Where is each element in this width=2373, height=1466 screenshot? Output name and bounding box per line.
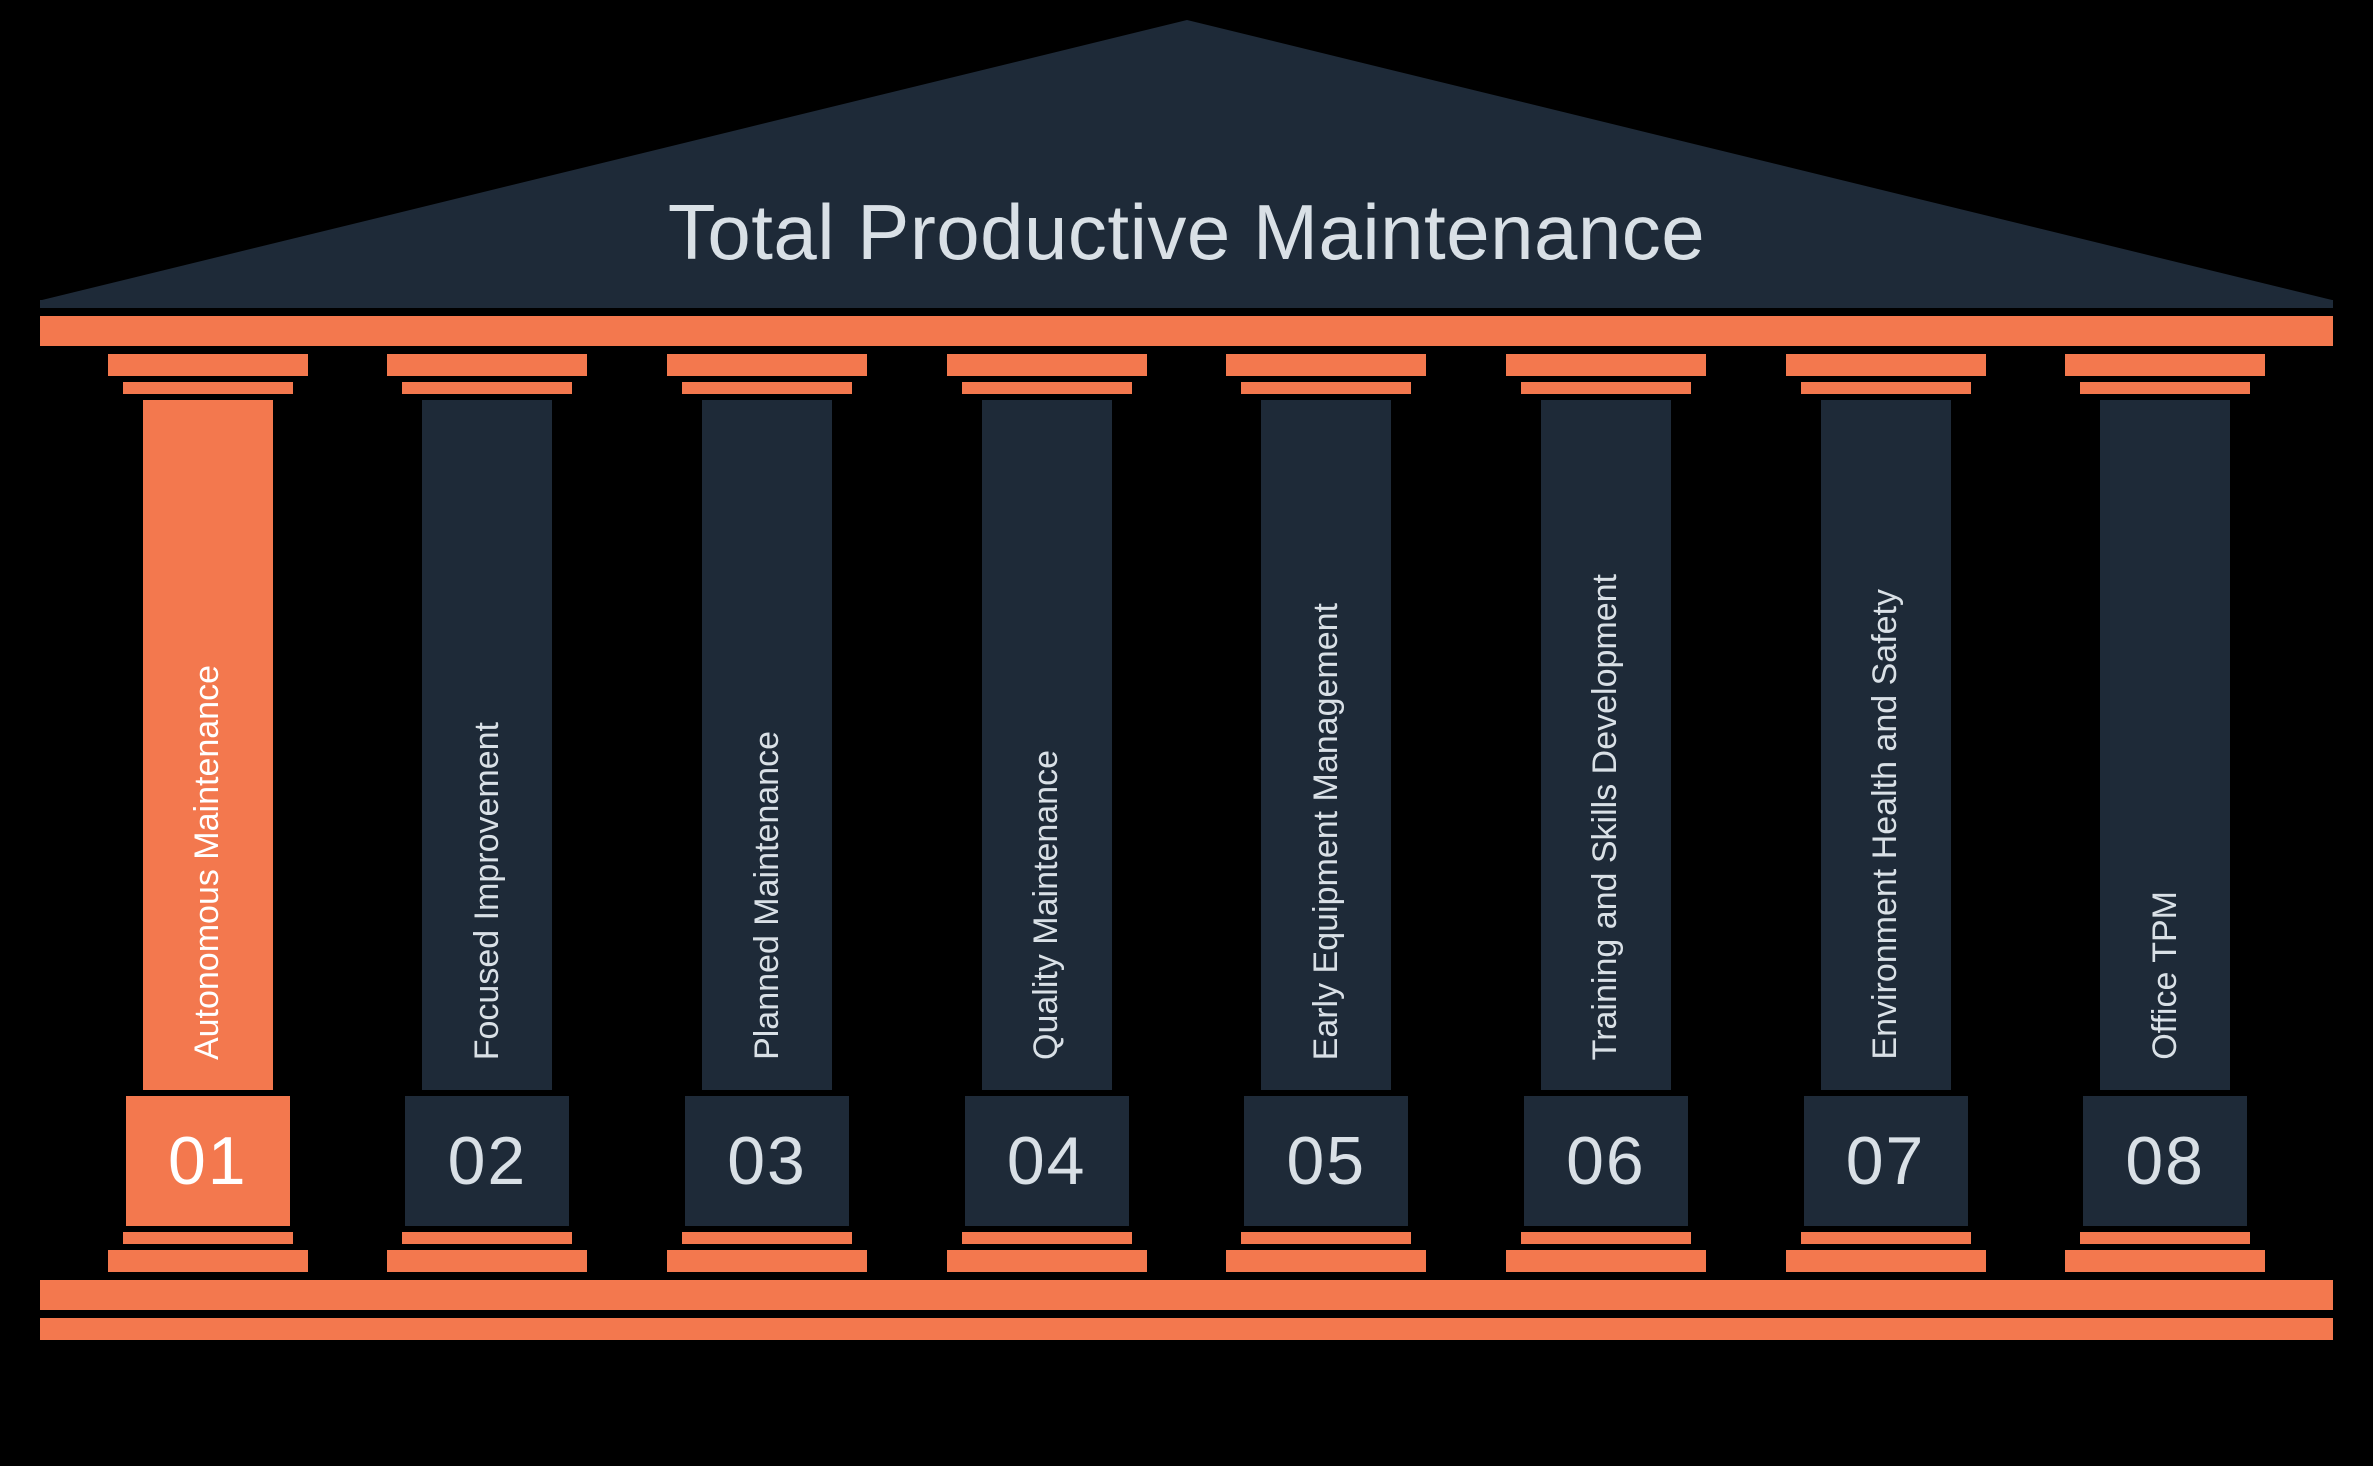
beam-accent-bottom <box>40 1280 2333 1310</box>
pillar-2: Focused Improvement 02 <box>348 354 628 1272</box>
pillar-base-step <box>962 1232 1132 1244</box>
pillar-label: Planned Maintenance <box>748 701 787 1090</box>
pillar-base-step <box>402 1232 572 1244</box>
beam-gap <box>40 1310 2333 1318</box>
beam-accent-bottom-2 <box>40 1318 2333 1340</box>
pillar-cap-step <box>682 382 852 394</box>
pillar-cap <box>1786 354 1986 376</box>
pillar-3: Planned Maintenance 03 <box>627 354 907 1272</box>
pillar-base <box>947 1250 1147 1272</box>
pillar-label: Quality Maintenance <box>1027 720 1066 1090</box>
pillar-label: Focused Improvement <box>468 692 507 1090</box>
pillar-shaft: Early Equipment Management <box>1261 400 1391 1090</box>
page-title: Total Productive Maintenance <box>40 187 2333 278</box>
pillar-number: 04 <box>965 1096 1129 1226</box>
pillar-number: 05 <box>1244 1096 1408 1226</box>
pillar-shaft: Planned Maintenance <box>702 400 832 1090</box>
pillar-cap <box>108 354 308 376</box>
beam-gap <box>40 308 2333 316</box>
pillar-cap-step <box>123 382 293 394</box>
pillar-base <box>667 1250 867 1272</box>
pillar-shaft: Quality Maintenance <box>982 400 1112 1090</box>
pillar-label: Environment Health and Safety <box>1866 559 1905 1090</box>
pillar-base <box>1226 1250 1426 1272</box>
pillar-cap <box>1226 354 1426 376</box>
pillar-number: 07 <box>1804 1096 1968 1226</box>
pillar-base-step <box>123 1232 293 1244</box>
beam-accent-top <box>40 316 2333 346</box>
pillar-label: Autonomous Maintenance <box>188 635 227 1090</box>
pillar-cap-step <box>1801 382 1971 394</box>
pillar-shaft: Autonomous Maintenance <box>143 400 273 1090</box>
pillar-number: 02 <box>405 1096 569 1226</box>
pillar-shaft: Office TPM <box>2100 400 2230 1090</box>
pillar-shaft: Focused Improvement <box>422 400 552 1090</box>
pillar-cap-step <box>1521 382 1691 394</box>
pillar-number: 03 <box>685 1096 849 1226</box>
pillar-number: 06 <box>1524 1096 1688 1226</box>
roof: Total Productive Maintenance <box>40 20 2333 300</box>
beam-gap <box>40 346 2333 354</box>
pillar-cap-step <box>2080 382 2250 394</box>
pillar-6: Training and Skills Development 06 <box>1466 354 1746 1272</box>
pillar-cap <box>387 354 587 376</box>
pillars-row: Autonomous Maintenance 01 Focused Improv… <box>40 354 2333 1272</box>
tpm-temple-infographic: Total Productive Maintenance Autonomous … <box>0 0 2373 1466</box>
pillar-base <box>108 1250 308 1272</box>
pillar-base <box>1786 1250 1986 1272</box>
pillar-cap <box>667 354 867 376</box>
pillar-5: Early Equipment Management 05 <box>1187 354 1467 1272</box>
pillar-base <box>1506 1250 1706 1272</box>
pillar-base-step <box>1801 1232 1971 1244</box>
pillar-shaft: Environment Health and Safety <box>1821 400 1951 1090</box>
pillar-base-step <box>682 1232 852 1244</box>
pillar-number: 01 <box>126 1096 290 1226</box>
pillar-number: 08 <box>2083 1096 2247 1226</box>
pillar-cap-step <box>962 382 1132 394</box>
pillar-label: Early Equipment Management <box>1307 573 1346 1090</box>
pillar-cap-step <box>402 382 572 394</box>
pillar-cap <box>947 354 1147 376</box>
pillar-cap-step <box>1241 382 1411 394</box>
pillar-base <box>2065 1250 2265 1272</box>
pillar-base <box>387 1250 587 1272</box>
pillar-cap <box>2065 354 2265 376</box>
pillar-4: Quality Maintenance 04 <box>907 354 1187 1272</box>
pillar-8: Office TPM 08 <box>2025 354 2305 1272</box>
pillar-label: Office TPM <box>2146 861 2185 1090</box>
pillar-shaft: Training and Skills Development <box>1541 400 1671 1090</box>
pillar-label: Training and Skills Development <box>1586 544 1625 1090</box>
pillar-7: Environment Health and Safety 07 <box>1746 354 2026 1272</box>
pillar-cap <box>1506 354 1706 376</box>
beam-dark-top <box>40 300 2333 308</box>
pillar-1: Autonomous Maintenance 01 <box>68 354 348 1272</box>
pillar-base-step <box>2080 1232 2250 1244</box>
beam-gap <box>40 1272 2333 1280</box>
pillar-base-step <box>1521 1232 1691 1244</box>
pillar-base-step <box>1241 1232 1411 1244</box>
